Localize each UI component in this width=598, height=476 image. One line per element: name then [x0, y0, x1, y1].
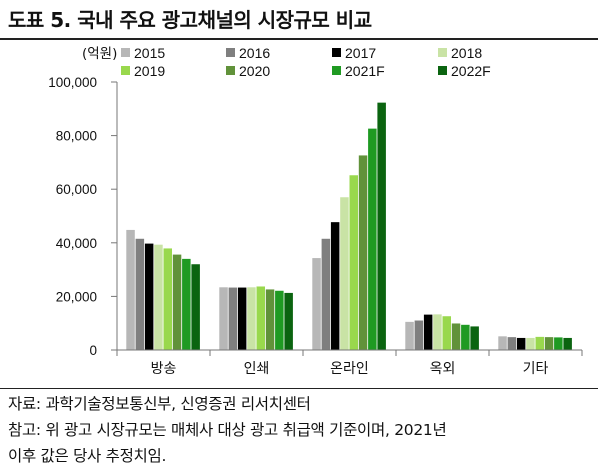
bar — [507, 337, 517, 350]
bar — [423, 314, 433, 350]
title-rule — [0, 38, 598, 40]
legend-label: 2020 — [239, 63, 270, 79]
y-tick-label: 80,000 — [56, 129, 97, 144]
legend-label: 2017 — [345, 45, 376, 61]
bar — [358, 155, 368, 350]
reference-note-line-2: 이후 값은 당사 추정치임. — [8, 447, 167, 465]
bar — [219, 287, 228, 350]
y-tick-label: 0 — [89, 343, 97, 358]
bar — [321, 238, 331, 350]
bar — [191, 264, 200, 350]
legend-swatch — [438, 48, 447, 57]
bar — [275, 290, 284, 350]
bar — [461, 324, 470, 350]
bar — [172, 254, 182, 350]
bar — [377, 102, 386, 350]
reference-note-line-1: 참고: 위 광고 시장규모는 매체사 대상 광고 취급액 기준이며, 2021년 — [8, 421, 447, 439]
legend-swatch — [226, 66, 235, 75]
bar — [228, 287, 238, 350]
category-label: 방송 — [151, 361, 177, 377]
bar — [312, 258, 321, 350]
category-label: 기타 — [523, 361, 549, 377]
legend-swatch — [332, 66, 341, 75]
bar — [330, 222, 340, 350]
bar — [451, 323, 461, 350]
legend-swatch — [121, 48, 130, 57]
x-axis: 방송 인쇄 온라인 옥외 기타 — [116, 349, 583, 377]
bar — [340, 197, 349, 350]
category-label: 인쇄 — [244, 361, 270, 377]
bar — [237, 287, 247, 350]
bar — [368, 128, 377, 350]
bar — [498, 336, 507, 350]
legend-label: 2016 — [239, 45, 270, 61]
bar — [135, 238, 145, 350]
bar — [526, 337, 535, 350]
bar — [284, 292, 293, 350]
y-tick-label: 100,000 — [48, 75, 97, 90]
legend-label: 2015 — [134, 45, 165, 61]
source-note: 자료: 과학기술정보통신부, 신영증권 리서치센터 — [8, 395, 311, 413]
legend-label: 2022F — [451, 63, 491, 79]
bar — [470, 326, 479, 350]
legend-label: 2018 — [451, 45, 482, 61]
y-axis-unit-label: (억원) — [82, 46, 117, 62]
bar — [126, 229, 135, 350]
bar — [516, 337, 526, 350]
bar — [144, 243, 154, 350]
bar — [563, 337, 572, 350]
bar — [433, 314, 442, 350]
legend-label: 2021F — [345, 63, 385, 79]
legend-label: 2019 — [134, 63, 165, 79]
bar — [405, 321, 414, 350]
y-tick-label: 60,000 — [56, 182, 97, 197]
y-tick-label: 20,000 — [56, 289, 97, 304]
bar — [182, 258, 191, 350]
legend-swatch — [226, 48, 235, 57]
y-axis: 0 20,000 40,000 60,000 80,000 100,000 — [48, 75, 118, 358]
bars — [126, 102, 572, 350]
y-tick-label: 40,000 — [56, 236, 97, 251]
legend-swatch — [332, 48, 341, 57]
footer-rule — [0, 388, 598, 389]
bar — [554, 337, 563, 350]
legend-swatch — [121, 66, 130, 75]
bar — [544, 337, 554, 350]
bar — [414, 320, 424, 350]
legend: 2015 2016 2017 2018 2019 2020 2021F 2022F — [121, 45, 491, 79]
category-label: 옥외 — [430, 361, 456, 377]
bar — [442, 316, 451, 350]
bar — [265, 289, 275, 350]
category-label: 온라인 — [330, 361, 369, 377]
bar — [154, 244, 163, 350]
bar — [163, 248, 172, 350]
legend-swatch — [438, 66, 447, 75]
chart-title: 도표 5. 국내 주요 광고채널의 시장규모 비교 — [8, 8, 372, 32]
bar — [349, 175, 358, 350]
bar — [256, 286, 265, 350]
bar — [535, 336, 544, 350]
bar — [247, 287, 256, 350]
